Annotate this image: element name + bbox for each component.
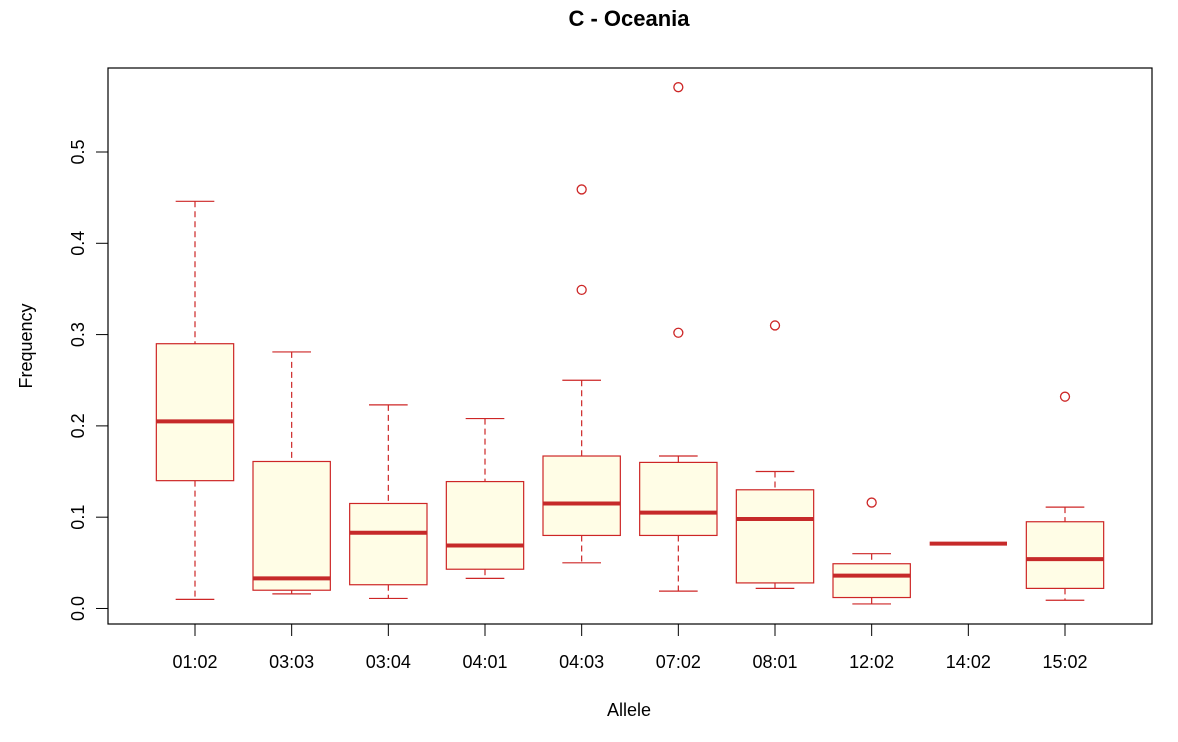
- y-axis: 0.0 0.1 0.2 0.3 0.4 0.5: [68, 139, 109, 621]
- y-tick-label: 0.4: [68, 231, 88, 256]
- y-tick-label: 0.2: [68, 413, 88, 438]
- boxes: [155, 82, 1105, 605]
- iqr-box: [832, 563, 911, 599]
- x-tick-label: 12:02: [849, 652, 894, 672]
- outlier-point: [673, 327, 684, 338]
- y-tick-label: 0.0: [68, 596, 88, 621]
- iqr-box: [542, 455, 621, 537]
- iqr-box: [349, 502, 428, 586]
- x-tick-label: 04:01: [462, 652, 507, 672]
- box-07-02: [639, 82, 718, 592]
- box-04-03: [542, 184, 621, 564]
- x-axis-label: Allele: [607, 700, 651, 720]
- iqr-box: [735, 489, 815, 584]
- x-tick-label: 03:03: [269, 652, 314, 672]
- x-tick-label: 08:01: [752, 652, 797, 672]
- box-15-02: [1025, 391, 1105, 601]
- x-tick-label: 03:04: [366, 652, 411, 672]
- y-tick-label: 0.5: [68, 139, 88, 164]
- outlier-point: [769, 320, 781, 331]
- y-axis-label: Frequency: [16, 303, 36, 388]
- box-03-04: [349, 404, 428, 600]
- outlier-point: [673, 82, 684, 93]
- box-08-01: [735, 320, 815, 589]
- x-tick-label: 07:02: [656, 652, 701, 672]
- y-tick-label: 0.3: [68, 322, 88, 347]
- x-tick-label: 15:02: [1042, 652, 1087, 672]
- outlier-point: [1059, 391, 1071, 402]
- box-03-03: [252, 351, 331, 595]
- box-01-02: [155, 200, 235, 600]
- x-axis: 01:02 03:03 03:04 04:01 04:03 07:02 08:01 12:02…: [172, 623, 1088, 672]
- iqr-box: [252, 460, 331, 591]
- chart-title: C - Oceania: [568, 6, 690, 31]
- iqr-box: [639, 461, 718, 537]
- box-04-01: [445, 417, 525, 579]
- y-tick-label: 0.1: [68, 505, 88, 530]
- outlier-point: [576, 184, 587, 195]
- box-12-02: [832, 497, 911, 605]
- x-tick-label: 04:03: [559, 652, 604, 672]
- iqr-box: [155, 343, 235, 482]
- iqr-box: [445, 480, 525, 570]
- outlier-point: [576, 284, 587, 296]
- iqr-box: [1025, 521, 1105, 589]
- outlier-point: [866, 497, 877, 508]
- x-tick-label: 14:02: [946, 652, 991, 672]
- x-tick-label: 01:02: [172, 652, 217, 672]
